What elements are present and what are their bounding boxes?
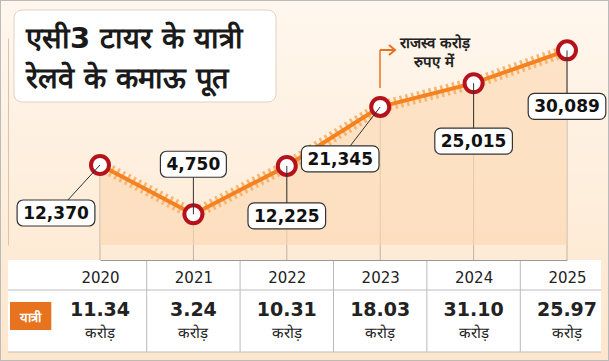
area	[100, 50, 567, 245]
data-label-box	[528, 93, 606, 119]
table-divider	[520, 260, 521, 352]
table-divider	[146, 260, 147, 352]
table-value: 18.03करोड़	[350, 298, 410, 342]
data-label: 4,750	[167, 154, 221, 174]
table-value: 3.24करोड़	[170, 298, 217, 342]
table-value: 10.31करोड़	[257, 298, 317, 342]
data-label-box	[160, 151, 226, 177]
data-label-group: 25,015	[435, 128, 513, 154]
x-tick-label: 2020	[81, 269, 119, 287]
chart: एसी3 टायर के यात्रीरेलवे के कमाऊ पूत 12,3…	[0, 0, 609, 361]
x-tick: 2025	[548, 260, 586, 287]
row-header-box	[10, 302, 51, 330]
table-divider	[240, 260, 241, 352]
x-tick: 2023	[362, 260, 400, 287]
data-label: 12,225	[254, 206, 320, 226]
y-axis	[8, 39, 9, 246]
table-bottom-line	[8, 352, 601, 353]
data-label-box	[301, 146, 379, 172]
data-label: 21,345	[307, 149, 373, 169]
plot-area	[91, 41, 576, 245]
table-divider	[333, 260, 334, 352]
title-box	[14, 10, 276, 102]
x-axis: 2020 2021 2022 2023 2024 2025	[81, 260, 586, 287]
annotation: राजस्व करोड़रुपए में	[399, 34, 471, 71]
y-axis-line	[8, 39, 9, 246]
line	[100, 50, 567, 214]
table-background	[8, 260, 601, 352]
x-tick: 2022	[268, 260, 306, 287]
data-label-group: 12,225	[248, 203, 326, 229]
data-label-group: 12,370	[17, 200, 95, 226]
data-label-group: 4,750	[160, 151, 226, 177]
x-tick-label: 2025	[548, 269, 586, 287]
table-row-line	[8, 290, 601, 291]
title: एसी3 टायर के यात्रीरेलवे के कमाऊ पूत	[25, 21, 244, 97]
row-header: यात्री	[19, 310, 42, 325]
x-tick: 2021	[175, 260, 213, 287]
data-label-group: 21,345	[301, 146, 379, 172]
x-tick-label: 2021	[175, 269, 213, 287]
x-tick-label: 2022	[268, 269, 306, 287]
data-label-group: 30,089	[528, 93, 606, 119]
table-value: 31.10करोड़	[444, 298, 504, 342]
data-label-box	[17, 200, 95, 226]
data-label-box	[435, 128, 513, 154]
annotation-pointer	[379, 50, 381, 88]
x-tick: 2024	[455, 260, 493, 287]
x-axis-line	[101, 260, 568, 261]
table-value: 11.34करोड़	[70, 298, 130, 342]
x-tick-label: 2024	[455, 269, 493, 287]
x-tick: 2020	[81, 260, 119, 287]
table-value: 25.97करोड़	[537, 298, 597, 342]
data-label: 25,015	[441, 131, 507, 151]
x-tick-label: 2023	[362, 269, 400, 287]
data-label: 12,370	[23, 203, 89, 223]
data-label: 30,089	[534, 96, 600, 116]
annotation-arrow	[380, 45, 395, 55]
table-divider	[426, 260, 427, 352]
data-label-box	[248, 203, 326, 229]
track-ties	[100, 50, 567, 214]
background	[1, 1, 609, 361]
